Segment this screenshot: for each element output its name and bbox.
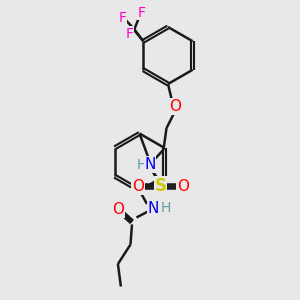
Text: F: F bbox=[125, 27, 133, 41]
Text: O: O bbox=[112, 202, 124, 217]
Text: O: O bbox=[132, 179, 144, 194]
Text: O: O bbox=[177, 179, 189, 194]
Text: O: O bbox=[169, 99, 181, 114]
Text: H: H bbox=[161, 202, 171, 215]
Text: F: F bbox=[138, 6, 146, 20]
Text: H: H bbox=[136, 158, 147, 172]
Text: N: N bbox=[144, 157, 156, 172]
Text: S: S bbox=[154, 177, 166, 195]
Text: N: N bbox=[147, 201, 159, 216]
Text: F: F bbox=[118, 11, 126, 25]
